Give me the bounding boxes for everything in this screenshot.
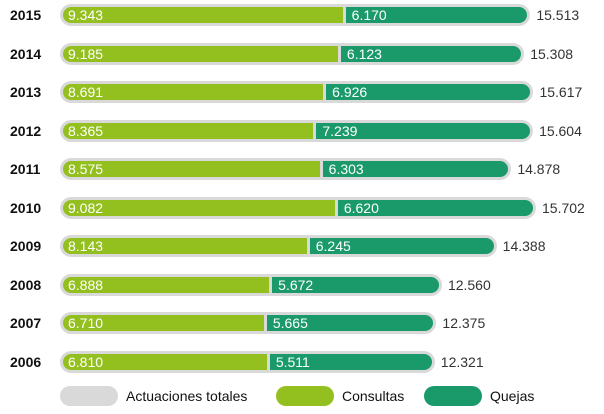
total-bar: 8.691 6.926 xyxy=(60,81,534,103)
total-bar: 8.365 7.239 xyxy=(60,120,534,142)
total-value-label: 14.878 xyxy=(517,161,561,177)
quejas-bar xyxy=(340,46,522,62)
quejas-value-label: 6.926 xyxy=(332,84,368,100)
quejas-value-label: 5.665 xyxy=(272,315,308,331)
consultas-bar xyxy=(63,354,267,370)
total-bar: 9.343 6.170 xyxy=(60,4,531,26)
total-value-label: 15.617 xyxy=(539,84,583,100)
consultas-bar xyxy=(63,46,338,62)
consultas-value-label: 6.710 xyxy=(68,315,104,331)
year-label: 2010 xyxy=(10,200,42,216)
consultas-bar xyxy=(63,277,270,293)
quejas-value-label: 6.620 xyxy=(343,200,379,216)
consultas-value-label: 9.185 xyxy=(68,46,104,62)
quejas-bar xyxy=(309,238,494,254)
quejas-bar xyxy=(272,277,439,293)
year-label: 2012 xyxy=(10,123,42,139)
year-label: 2015 xyxy=(10,7,42,23)
total-bar: 8.575 6.303 xyxy=(60,158,512,180)
consultas-value-label: 8.365 xyxy=(68,123,104,139)
legend-label-quejas: Quejas xyxy=(490,388,535,404)
consultas-value-label: 9.343 xyxy=(68,7,104,23)
consultas-bar xyxy=(63,238,307,254)
consultas-value-label: 8.575 xyxy=(68,161,104,177)
year-label: 2006 xyxy=(10,354,42,370)
year-label: 2011 xyxy=(10,161,41,177)
total-value-label: 14.388 xyxy=(502,238,546,254)
quejas-bar xyxy=(322,161,509,177)
consultas-bar xyxy=(63,161,320,177)
legend-swatch-total xyxy=(60,386,118,406)
quejas-value-label: 6.245 xyxy=(315,238,351,254)
year-label: 2013 xyxy=(10,84,42,100)
total-value-label: 12.321 xyxy=(440,354,484,370)
consultas-value-label: 8.143 xyxy=(68,238,104,254)
quejas-bar xyxy=(316,123,531,139)
consultas-value-label: 9.082 xyxy=(68,200,104,216)
consultas-value-label: 8.691 xyxy=(68,84,104,100)
total-bar: 6.810 5.511 xyxy=(60,351,435,373)
quejas-bar xyxy=(326,84,531,100)
total-value-label: 15.702 xyxy=(542,200,585,216)
quejas-value-label: 5.511 xyxy=(275,354,310,370)
consultas-bar xyxy=(63,200,335,216)
quejas-bar xyxy=(337,200,533,216)
year-label: 2014 xyxy=(10,46,42,62)
legend-swatch-quejas xyxy=(424,386,482,406)
consultas-bar xyxy=(63,84,324,100)
total-bar: 6.888 5.672 xyxy=(60,274,442,296)
consultas-bar xyxy=(63,123,314,139)
total-bar: 9.082 6.620 xyxy=(60,197,536,219)
year-label: 2008 xyxy=(10,277,42,293)
legend-label-consultas: Consultas xyxy=(342,388,405,404)
consultas-value-label: 6.888 xyxy=(68,277,104,293)
quejas-bar xyxy=(345,7,528,23)
total-value-label: 12.375 xyxy=(442,315,486,331)
total-bar: 8.143 6.245 xyxy=(60,235,497,257)
consultas-bar xyxy=(63,7,343,23)
total-value-label: 15.604 xyxy=(539,123,582,139)
quejas-bar xyxy=(269,354,432,370)
quejas-value-label: 7.239 xyxy=(322,123,358,139)
total-value-label: 15.513 xyxy=(536,7,580,23)
legend-swatch-consultas xyxy=(276,386,334,406)
total-bar: 6.710 5.665 xyxy=(60,312,437,334)
quejas-bar xyxy=(266,315,434,331)
total-value-label: 12.560 xyxy=(447,277,491,293)
consultas-value-label: 6.810 xyxy=(68,354,104,370)
total-value-label: 15.308 xyxy=(530,46,574,62)
total-bar: 9.185 6.123 xyxy=(60,43,525,65)
quejas-value-label: 6.303 xyxy=(328,161,364,177)
quejas-value-label: 6.123 xyxy=(346,46,382,62)
year-label: 2007 xyxy=(10,315,42,331)
year-label: 2009 xyxy=(10,238,42,254)
legend-label-total: Actuaciones totales xyxy=(126,388,248,404)
quejas-value-label: 6.170 xyxy=(351,7,387,23)
quejas-value-label: 5.672 xyxy=(278,277,314,293)
consultas-bar xyxy=(63,315,264,331)
